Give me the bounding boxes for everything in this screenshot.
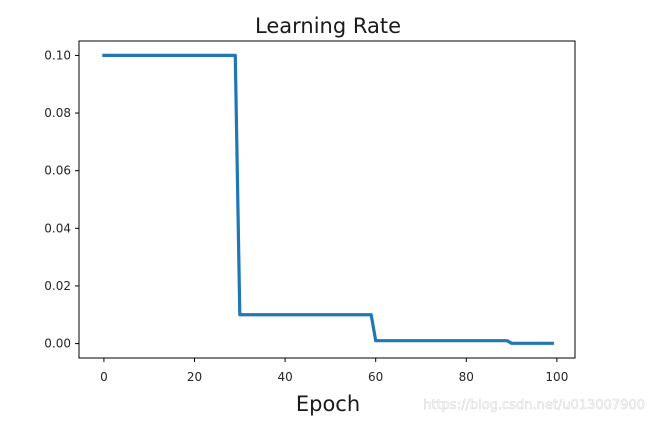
y-tick-label: 0.06 xyxy=(44,164,71,178)
y-tick-label: 0.10 xyxy=(44,48,71,62)
series-layer xyxy=(102,53,554,345)
plot-area xyxy=(78,40,576,359)
watermark: https://blog.csdn.net/u013007900 xyxy=(423,398,645,413)
x-axis-label: Epoch xyxy=(296,392,360,416)
x-tick-label: 40 xyxy=(277,370,292,384)
x-tick-label: 20 xyxy=(187,370,202,384)
series-line-0 xyxy=(102,53,554,345)
y-tick-label: 0.00 xyxy=(44,337,71,351)
axes-layer: 0 20 40 60 80 100 0.00 0.02 0.04 0.06 0.08 0.10 xyxy=(44,48,568,384)
x-tick-label: 100 xyxy=(545,370,568,384)
y-tick-label: 0.04 xyxy=(44,221,71,235)
y-tick-label: 0.02 xyxy=(44,279,71,293)
x-tick-label: 80 xyxy=(459,370,474,384)
x-tick-label: 60 xyxy=(368,370,383,384)
y-tick-label: 0.08 xyxy=(44,106,71,120)
x-tick-label: 0 xyxy=(100,370,108,384)
plot-frame xyxy=(78,40,576,359)
chart-title: Learning Rate xyxy=(255,14,401,38)
